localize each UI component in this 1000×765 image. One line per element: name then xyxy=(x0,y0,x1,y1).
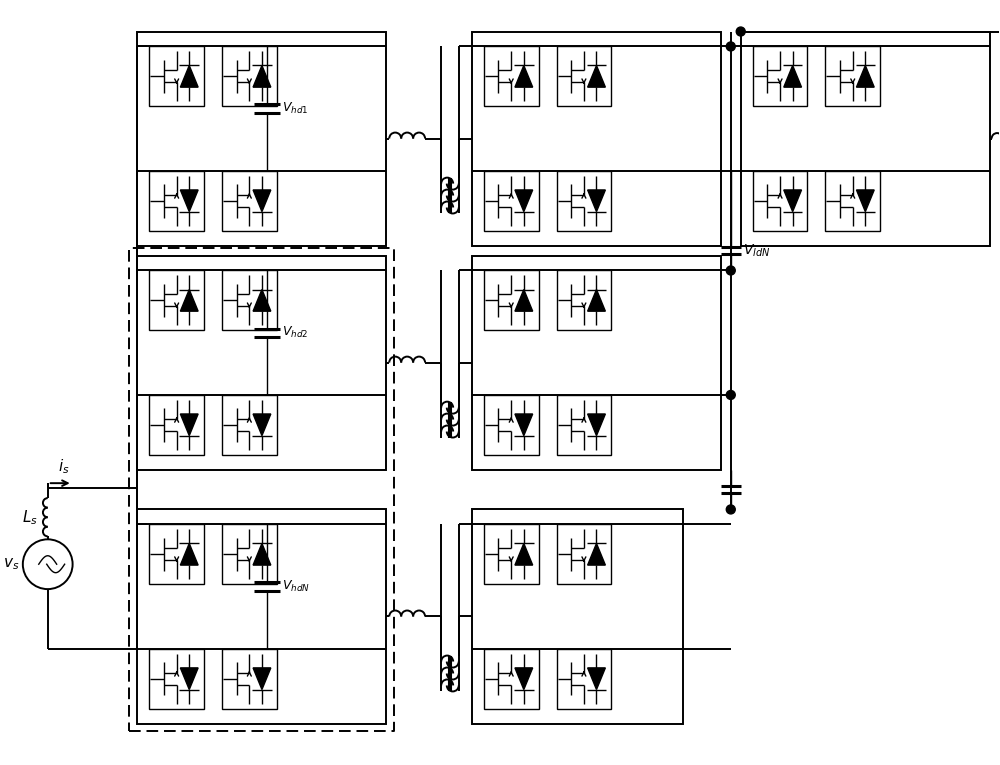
Bar xyxy=(137,509,386,724)
Polygon shape xyxy=(515,414,533,435)
Bar xyxy=(753,47,807,106)
Bar xyxy=(484,171,539,231)
Bar xyxy=(149,47,204,106)
Bar xyxy=(222,395,277,454)
Bar xyxy=(484,649,539,708)
Polygon shape xyxy=(515,190,533,212)
Polygon shape xyxy=(515,543,533,565)
Bar xyxy=(137,256,386,470)
Polygon shape xyxy=(588,66,605,87)
Bar xyxy=(222,171,277,231)
Bar xyxy=(222,524,277,584)
Bar xyxy=(149,524,204,584)
Polygon shape xyxy=(588,190,605,212)
Bar xyxy=(557,649,611,708)
Bar xyxy=(149,171,204,231)
Bar xyxy=(149,649,204,708)
Bar xyxy=(222,649,277,708)
Text: $L_s$: $L_s$ xyxy=(22,508,38,526)
Bar xyxy=(484,524,539,584)
Polygon shape xyxy=(253,543,271,565)
Circle shape xyxy=(726,505,735,514)
Bar xyxy=(741,31,990,246)
Bar xyxy=(222,271,277,330)
Bar xyxy=(825,47,880,106)
Bar xyxy=(484,47,539,106)
Text: $i_s$: $i_s$ xyxy=(58,457,69,476)
Bar xyxy=(484,395,539,454)
Circle shape xyxy=(736,27,745,36)
Polygon shape xyxy=(856,190,874,212)
Circle shape xyxy=(726,266,735,275)
Polygon shape xyxy=(784,190,802,212)
Text: $V_{hdN}$: $V_{hdN}$ xyxy=(282,579,310,594)
Bar xyxy=(149,395,204,454)
Polygon shape xyxy=(253,66,271,87)
Bar xyxy=(472,31,721,246)
Text: $V_{hd2}$: $V_{hd2}$ xyxy=(282,325,308,340)
Bar xyxy=(137,31,386,246)
Bar xyxy=(222,47,277,106)
Bar xyxy=(557,524,611,584)
Text: $V_{ldN}$: $V_{ldN}$ xyxy=(743,243,770,259)
Bar xyxy=(149,271,204,330)
Polygon shape xyxy=(856,66,874,87)
Bar xyxy=(484,271,539,330)
Polygon shape xyxy=(180,668,198,689)
Bar xyxy=(825,171,880,231)
Bar xyxy=(557,395,611,454)
Bar xyxy=(557,171,611,231)
Circle shape xyxy=(726,42,735,51)
Bar xyxy=(557,47,611,106)
Polygon shape xyxy=(784,66,802,87)
Polygon shape xyxy=(515,289,533,311)
Polygon shape xyxy=(180,66,198,87)
Polygon shape xyxy=(515,668,533,689)
Polygon shape xyxy=(253,190,271,212)
Polygon shape xyxy=(180,543,198,565)
Polygon shape xyxy=(515,66,533,87)
Polygon shape xyxy=(588,289,605,311)
Polygon shape xyxy=(180,190,198,212)
Polygon shape xyxy=(253,414,271,435)
Polygon shape xyxy=(180,414,198,435)
Bar xyxy=(472,509,683,724)
Polygon shape xyxy=(253,668,271,689)
Polygon shape xyxy=(253,289,271,311)
Text: $v_s$: $v_s$ xyxy=(3,556,19,572)
Polygon shape xyxy=(180,289,198,311)
Bar xyxy=(557,271,611,330)
Text: $V_{hd1}$: $V_{hd1}$ xyxy=(282,101,308,116)
Circle shape xyxy=(726,390,735,399)
Polygon shape xyxy=(588,543,605,565)
Bar xyxy=(472,256,721,470)
Bar xyxy=(753,171,807,231)
Polygon shape xyxy=(588,668,605,689)
Polygon shape xyxy=(588,414,605,435)
